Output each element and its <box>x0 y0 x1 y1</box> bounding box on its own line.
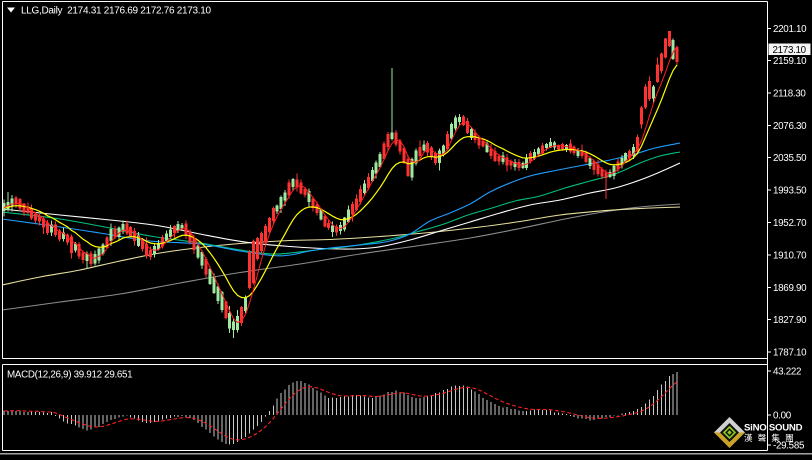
svg-text:2173.10: 2173.10 <box>773 45 807 56</box>
svg-text:1787.10: 1787.10 <box>773 348 807 359</box>
svg-text:1869.90: 1869.90 <box>773 283 807 294</box>
svg-text:2035.50: 2035.50 <box>773 153 807 164</box>
svg-text:1993.50: 1993.50 <box>773 186 807 197</box>
svg-text:SiNO SOUND: SiNO SOUND <box>744 423 803 434</box>
svg-text:LLG,Daily 2174.31 2176.69 217: LLG,Daily 2174.31 2176.69 2172.76 2173.1… <box>21 6 212 17</box>
svg-text:2201.10: 2201.10 <box>773 24 807 35</box>
svg-text:-29.585: -29.585 <box>773 440 805 451</box>
svg-text:1910.70: 1910.70 <box>773 250 807 261</box>
svg-text:2159.10: 2159.10 <box>773 56 807 67</box>
svg-text:0.00: 0.00 <box>773 411 792 422</box>
svg-text:2118.30: 2118.30 <box>773 89 806 100</box>
svg-text:2076.30: 2076.30 <box>773 121 807 132</box>
svg-text:1952.70: 1952.70 <box>773 218 807 229</box>
svg-text:漢聲集團: 漢聲集團 <box>744 433 799 443</box>
svg-text:43.222: 43.222 <box>773 367 801 378</box>
svg-text:MACD(12,26,9) 39.912 29.651: MACD(12,26,9) 39.912 29.651 <box>7 370 132 381</box>
svg-text:1827.90: 1827.90 <box>773 315 807 326</box>
